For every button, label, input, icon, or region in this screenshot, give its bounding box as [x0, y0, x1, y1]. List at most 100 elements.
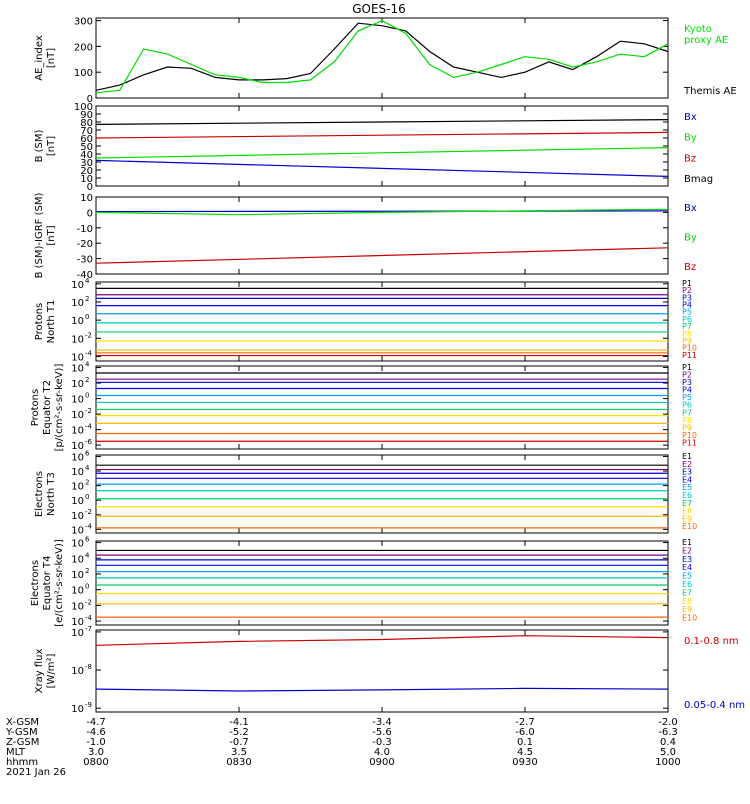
ephemeris-value: 0830 [226, 757, 251, 768]
y-tick-label: 70 [80, 126, 93, 137]
legend-entry: E6 [682, 491, 692, 500]
legend-entry: E1 [682, 452, 692, 461]
plot-title: GOES-16 [352, 2, 406, 16]
legend-entry: E1 [682, 538, 692, 547]
legend-entry: P9 [682, 423, 692, 432]
y-tick-label: 40 [80, 150, 93, 161]
ephemeris-row-label: X-GSM [6, 717, 39, 728]
legend-entry: E8 [682, 507, 692, 516]
y-tick-label: 90 [80, 110, 93, 121]
y-tick-exponent: -4 [85, 423, 93, 431]
y-tick-exponent: 4 [85, 551, 90, 559]
legend-entry: E9 [682, 514, 692, 523]
y-tick-label: 10 [80, 193, 93, 204]
legend-entry: E2 [682, 546, 692, 555]
y-tick-label: 20 [80, 166, 93, 177]
y-tick-label: 10 [71, 628, 84, 639]
legend-entry: P7 [682, 408, 692, 417]
y-tick-label: 10 [71, 298, 84, 309]
y-tick-label: 10 [71, 280, 84, 291]
legend-entry: E4 [682, 563, 692, 572]
y-axis-label: [p/(cm²-s-sr-keV)] [54, 364, 65, 452]
legend-entry: E5 [682, 572, 692, 581]
y-tick-label: -40 [77, 270, 93, 281]
legend-entry: P5 [682, 393, 692, 402]
panel-frame [95, 281, 669, 362]
panel-frame [95, 17, 669, 99]
series-line [95, 147, 669, 159]
legend-entry: P10 [682, 344, 697, 353]
legend-entry: P7 [682, 322, 692, 331]
y-axis-label: B (SM)-IGRF (SM) [34, 193, 45, 279]
legend-entry: 0.05-0.4 nm [684, 700, 745, 711]
y-tick-exponent: 2 [85, 479, 89, 487]
legend-entry: P2 [682, 286, 692, 295]
y-axis-label: North T1 [46, 300, 57, 344]
legend-entry: By [684, 233, 697, 244]
y-tick-label: 10 [71, 352, 84, 363]
y-tick-label: 10 [80, 174, 93, 185]
ephemeris-value: 4.0 [374, 747, 390, 758]
y-tick-exponent: -9 [85, 701, 92, 709]
legend-entry: E7 [682, 499, 692, 508]
legend-entry: E6 [682, 580, 692, 589]
ephemeris-value: -4.6 [86, 727, 106, 738]
y-axis-label: Protons [34, 303, 45, 340]
legend-entry: P11 [682, 351, 697, 360]
legend-entry: Bmag [684, 174, 713, 185]
y-axis-label: North T3 [46, 472, 57, 516]
series-line [95, 159, 669, 177]
y-axis-label: [nT] [46, 136, 57, 156]
ephemeris-value: 0930 [512, 757, 537, 768]
y-tick-label: 10 [71, 482, 84, 493]
ephemeris-value: 1000 [655, 757, 680, 768]
ephemeris-value: -5.2 [229, 727, 249, 738]
y-tick-exponent: -2 [85, 508, 92, 516]
legend-entry: P8 [682, 329, 692, 338]
y-tick-label: 10 [71, 586, 84, 597]
y-tick-exponent: -4 [85, 522, 93, 530]
series-line [95, 22, 669, 91]
y-tick-label: 10 [71, 554, 84, 565]
legend-entry: P10 [682, 431, 697, 440]
y-tick-label: 10 [71, 617, 84, 628]
y-tick-exponent: 2 [85, 295, 89, 303]
y-axis-label: [nT] [46, 48, 57, 68]
legend-entry: E5 [682, 483, 692, 492]
y-tick-label: 80 [80, 118, 93, 129]
y-axis-label: [W/m²] [46, 653, 57, 688]
y-tick-exponent: -2 [85, 407, 92, 415]
y-tick-label: 10 [71, 511, 84, 522]
panel-frame [95, 629, 669, 713]
legend-entry: P3 [682, 293, 692, 302]
legend-entry: E10 [682, 522, 697, 531]
y-tick-label: -20 [77, 239, 93, 250]
ephemeris-row-label: hhmm [6, 757, 38, 768]
y-tick-label: 0 [87, 208, 93, 219]
y-tick-exponent: 2 [85, 376, 89, 384]
legend-entry: Kyoto [684, 24, 712, 35]
legend-entry: P1 [682, 279, 692, 288]
y-tick-label: 10 [71, 704, 84, 715]
legend-entry: E3 [682, 555, 692, 564]
y-tick-label: 10 [71, 525, 84, 536]
y-tick-label: 10 [71, 467, 84, 478]
series-line [95, 635, 669, 646]
legend-entry: Bz [684, 153, 696, 164]
ephemeris-row-label: MLT [6, 747, 26, 758]
legend-entry: E2 [682, 460, 692, 469]
series-line [95, 19, 669, 94]
series-line [95, 119, 669, 125]
ephemeris-value: -6.3 [658, 727, 678, 738]
legend-entry: P8 [682, 416, 692, 425]
y-axis-label: [nT] [46, 225, 57, 245]
legend-entry: P11 [682, 438, 697, 447]
ephemeris-value: -2.0 [658, 717, 678, 728]
y-tick-exponent: -6 [85, 438, 93, 446]
y-tick-exponent: -4 [85, 349, 93, 357]
